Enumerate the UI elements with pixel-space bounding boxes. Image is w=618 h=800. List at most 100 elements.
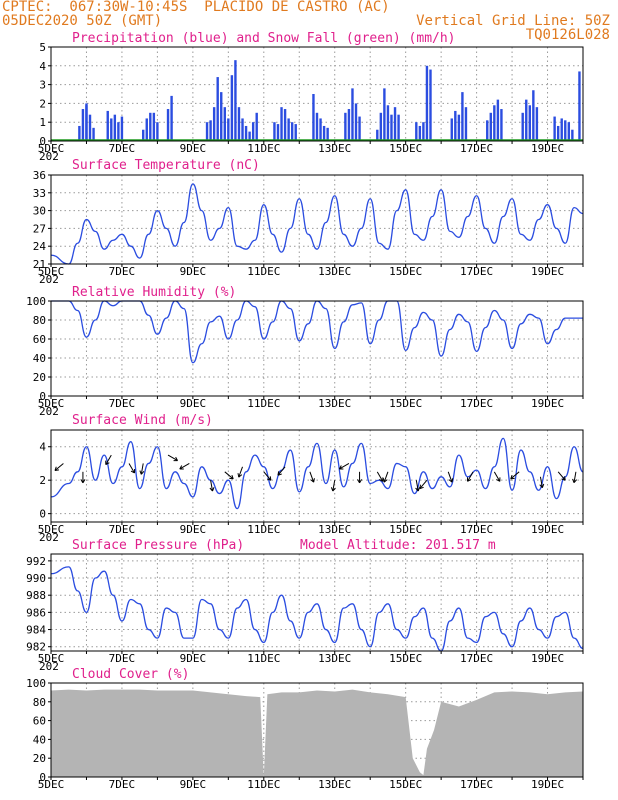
x-tick-label: 15DEC [389,265,422,278]
year-label: 202 [39,150,59,163]
x-tick-label: 13DEC [318,142,351,155]
x-tick-label: 11DEC [247,652,280,665]
precip-bar [273,122,276,141]
x-tick-label: 15DEC [389,652,422,665]
precip-bar [486,120,489,141]
x-tick-label: 9DEC [180,397,207,410]
wind-arrow [572,471,577,483]
panel-frame [50,300,584,397]
x-tick-label: 11DEC [247,523,280,536]
y-tick-label: 40 [33,733,46,746]
precip-bar [212,107,216,141]
precip-bar [145,118,148,141]
precip-bar [418,125,422,141]
wind-arrow [419,479,428,490]
panel-frame [50,682,584,778]
x-tick-label: 9DEC [180,523,207,536]
wind-arrow [466,471,474,482]
precip-bar [521,112,524,141]
precip-bar [351,88,354,141]
precip-bar [553,116,556,141]
x-tick-label: 5DEC [38,523,65,536]
precip-bar [255,112,258,141]
precip-bar [489,112,492,141]
precip-bar [354,103,358,141]
precip-bar [223,107,226,141]
precip-bar [393,107,397,141]
precip-bar [209,120,212,141]
precip-bar [564,120,567,141]
wind-arrow [179,463,190,470]
precip-bar [457,114,461,141]
precip-bar [358,116,361,141]
precip-bar [220,92,223,141]
precip-bar [500,109,503,141]
y-tick-label: 40 [33,352,46,365]
x-tick-label: 13DEC [318,652,351,665]
precip-bar [450,118,453,141]
panel-title: Cloud Cover (%) [72,667,189,682]
precip-bar [85,105,88,141]
x-tick-label: 7DEC [109,652,136,665]
y-tick-label: 4 [39,441,46,454]
x-tick-label: 19DEC [531,523,564,536]
y-tick-label: 982 [26,641,46,654]
x-tick-label: 13DEC [318,397,351,410]
precip-bar [525,99,528,141]
precip-bar [92,127,95,141]
precip-bar [429,69,432,141]
x-tick-label: 15DEC [389,142,422,155]
y-tick-label: 60 [33,715,46,728]
x-tick-label: 17DEC [460,142,493,155]
precip-bar [422,122,425,141]
wind-arrow [277,466,286,476]
precip-bar [347,109,351,141]
precip-bar [81,109,85,141]
y-tick-label: 0 [39,135,46,148]
y-tick-label: 988 [26,589,46,602]
x-tick-label: 13DEC [318,523,351,536]
header-station: CPTEC: 067:30W-10:45S PLACIDO DE CASTRO … [2,0,390,15]
panel-title: Precipitation (blue) and Snow Fall (gree… [72,31,456,46]
x-tick-label: 19DEC [531,265,564,278]
wind-arrow [357,471,363,484]
y-tick-label: 0 [39,771,46,784]
panel-title: Relative Humidity (%) [72,285,236,300]
wind-arrow [510,471,520,480]
x-tick-label: 5DEC [38,265,65,278]
precip-bar [166,109,170,141]
precip-bar [319,118,322,141]
series-line [50,437,584,510]
precip-bar [251,122,255,141]
year-label: 202 [39,660,59,673]
precip-bar [454,110,457,141]
precip-bar [461,92,464,141]
panel-5: 982 984 986 988 990 992 5DEC 7DEC 9DEC 11DEC 13DEC… [26,538,584,673]
wind-arrow [447,471,454,483]
x-tick-label: 9DEC [180,265,207,278]
wind-arrow [224,471,234,480]
precip-bar [294,124,297,141]
x-tick-label: 19DEC [531,142,564,155]
precip-bar [205,122,209,141]
x-tick-label: 7DEC [109,397,136,410]
y-tick-label: 36 [33,169,46,182]
x-tick-label: 5DEC [38,397,65,410]
x-tick-label: 9DEC [180,652,207,665]
precip-bar [535,107,539,141]
x-tick-label: 7DEC [109,142,136,155]
panel-title: Surface Pressure (hPa) [72,538,244,553]
precip-bar [106,110,109,141]
wind-arrow [330,480,336,492]
precip-bar [216,77,219,141]
precip-bar [312,94,315,141]
year-label: 202 [39,273,59,286]
y-tick-label: 3 [39,79,46,92]
x-tick-label: 13DEC [318,265,351,278]
precip-bar [149,112,152,141]
x-tick-label: 17DEC [460,652,493,665]
precip-bar [120,116,124,141]
precip-bar [230,75,234,141]
panel-frame [50,174,584,265]
